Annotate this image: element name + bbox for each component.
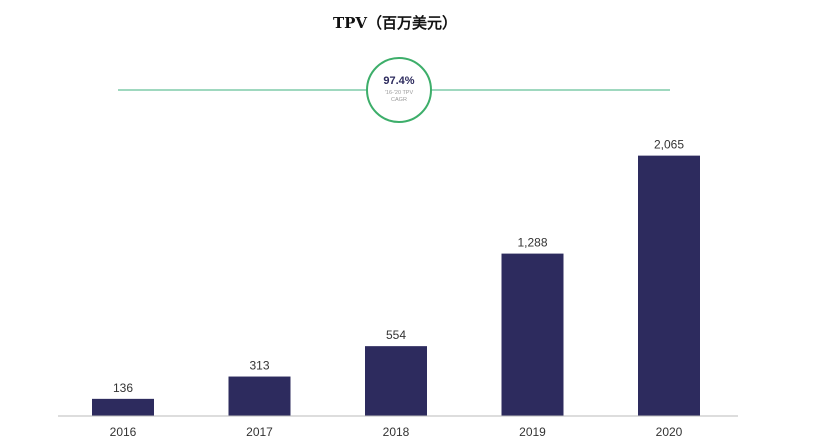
bar-2016 [92, 398, 154, 416]
bar-value-label: 1,288 [517, 236, 547, 250]
cagr-subtitle-2: CAGR [391, 97, 407, 103]
cagr-subtitle-1: '16-'20 TPV [385, 90, 414, 96]
cagr-value: 97.4% [383, 75, 414, 87]
bar-2018 [365, 346, 427, 416]
bar-value-label: 136 [113, 381, 133, 395]
x-tick-label: 2019 [519, 425, 546, 439]
bar-2019 [501, 253, 564, 416]
chart-title: TPV（百万美元） [332, 14, 458, 32]
bar-2020 [638, 155, 700, 416]
bar-2017 [228, 376, 291, 416]
bar-value-label: 554 [386, 328, 406, 342]
x-tick-label: 2018 [383, 425, 410, 439]
x-tick-label: 2020 [656, 425, 683, 439]
bars-group: 136 2016 313 2017 554 2018 1,288 2019 2,065 2020 [92, 138, 700, 439]
cagr-ring [366, 57, 432, 123]
x-tick-label: 2017 [246, 425, 273, 439]
bar-value-label: 2,065 [654, 138, 684, 152]
bar-value-label: 313 [249, 359, 269, 373]
x-tick-label: 2016 [110, 425, 137, 439]
